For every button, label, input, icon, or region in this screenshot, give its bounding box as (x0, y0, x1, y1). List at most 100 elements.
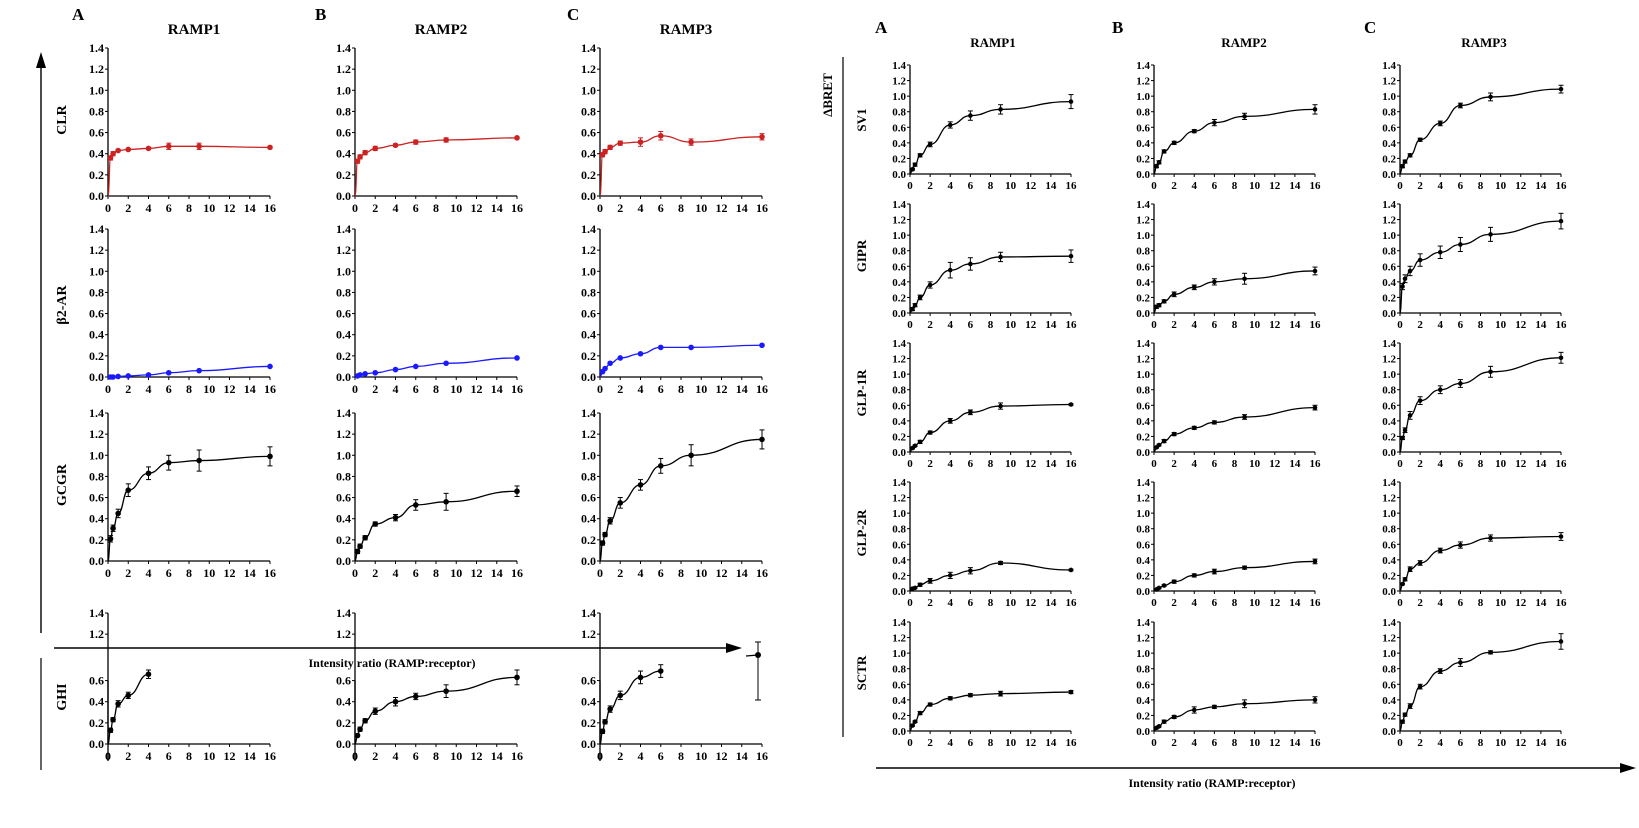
y-tick-label: 1.2 (1382, 633, 1396, 645)
y-tick-label: 0.0 (336, 370, 351, 384)
y-tick-label: 0.8 (1136, 664, 1150, 676)
y-tick-label: 1.2 (336, 62, 351, 76)
data-point (947, 696, 953, 701)
x-tick-label: 10 (695, 201, 707, 215)
x-tick-label: 14 (1289, 180, 1301, 192)
x-tick-label: 2 (1171, 319, 1177, 331)
x-tick-label: 2 (125, 566, 131, 580)
x-tick-label: 2 (617, 201, 623, 215)
y-tick-label: 0.8 (1382, 246, 1396, 258)
y-tick-label: 1.2 (892, 76, 906, 88)
data-point (1068, 689, 1074, 695)
data-point (927, 702, 933, 707)
x-tick-label: 6 (166, 566, 172, 580)
y-tick-label: 1.2 (581, 243, 596, 257)
y-tick-label: 0.4 (336, 695, 351, 709)
x-tick-label: 4 (1192, 319, 1198, 331)
y-tick-label: 0.6 (336, 491, 351, 505)
x-tick-label: 6 (658, 749, 664, 763)
y-tick-label: 1.2 (892, 493, 906, 505)
data-point (1402, 427, 1408, 433)
y-tick-label: 1.2 (581, 427, 596, 441)
y-tick-label: 1.2 (89, 627, 104, 641)
x-tick-label: 4 (1438, 180, 1444, 192)
data-point (107, 155, 114, 161)
x-tick-label: 16 (1066, 737, 1078, 749)
data-point (607, 144, 613, 151)
data-point (917, 295, 923, 300)
x-tick-label: 12 (1025, 458, 1037, 470)
data-point (599, 728, 606, 735)
y-tick-label: 0.4 (581, 328, 596, 342)
data-point (145, 671, 152, 678)
x-tick-label: 10 (1495, 737, 1507, 749)
data-point (968, 692, 973, 698)
y-tick-label: 1.2 (1136, 493, 1150, 505)
x-tick-label: 2 (372, 382, 378, 396)
y-tick-label: 0.2 (1136, 431, 1150, 443)
x-tick-label: 14 (1535, 180, 1547, 192)
data-point (602, 531, 608, 538)
x-tick-label: 12 (716, 201, 728, 215)
y-tick-label: 0.2 (581, 533, 596, 547)
data-point (1417, 560, 1423, 566)
y-tick-label: 0.4 (1136, 695, 1150, 707)
x-tick-label: 6 (1212, 180, 1218, 192)
x-tick-label: 12 (471, 566, 483, 580)
y-tick-label: 0.6 (1382, 400, 1396, 412)
y-tick-label: 0.4 (892, 416, 906, 428)
data-point (968, 113, 973, 118)
data-point (602, 365, 608, 372)
x-tick-label: 6 (658, 201, 664, 215)
y-tick-label: 0.6 (1382, 261, 1396, 273)
x-tick-label: 8 (1478, 180, 1484, 192)
x-tick-label: 0 (1151, 180, 1157, 192)
data-point (1161, 583, 1167, 588)
data-point (357, 543, 363, 549)
fit-curve-ghi (354, 676, 518, 745)
y-tick-label: 0.4 (892, 695, 906, 707)
x-tick-label: 16 (756, 201, 768, 215)
data-point (1312, 559, 1318, 564)
y-tick-label: 0.6 (892, 122, 906, 134)
fit-curve-sv1 (1399, 88, 1562, 175)
panel-letter-b: B (315, 5, 326, 24)
y-tick-label: 0.6 (581, 126, 596, 140)
data-point (443, 688, 449, 694)
y-tick-label: 0.4 (581, 695, 596, 709)
x-tick-label: 2 (927, 458, 933, 470)
x-tick-label: 16 (1556, 458, 1568, 470)
y-tick-label: 1.4 (89, 406, 104, 420)
data-point (115, 147, 121, 154)
y-tick-label: 0.4 (89, 512, 104, 526)
data-point (392, 514, 399, 521)
x-tick-label: 12 (716, 566, 728, 580)
y-tick-label: 1.4 (1382, 617, 1396, 629)
data-point (1171, 292, 1177, 297)
y-tick-label: 1.0 (89, 264, 104, 278)
fit-curve-glp-2r (1153, 560, 1316, 592)
x-tick-label: 10 (1005, 458, 1017, 470)
y-tick-label: 1.2 (1382, 354, 1396, 366)
data-point (1242, 414, 1247, 420)
x-tick-label: 14 (491, 566, 503, 580)
y-tick-label: 0.2 (1136, 292, 1150, 304)
x-tick-label: 10 (1249, 458, 1261, 470)
x-tick-label: 4 (393, 749, 399, 763)
x-tick-label: 12 (1269, 458, 1281, 470)
y-tick-label: 0.2 (89, 533, 104, 547)
y-tick-label: 1.2 (89, 427, 104, 441)
data-point (602, 148, 608, 155)
data-point (1558, 86, 1564, 92)
data-point (412, 139, 419, 145)
y-tick-label: 1.0 (892, 91, 906, 103)
data-point (443, 499, 449, 505)
x-tick-label: 6 (166, 749, 172, 763)
x-tick-label: 12 (1269, 597, 1281, 609)
y-tick-label: 0.4 (1136, 555, 1150, 567)
data-point (1400, 284, 1405, 289)
x-tick-label: 0 (597, 201, 603, 215)
panel-letter-b-2: B (1112, 18, 1123, 37)
data-point (1242, 701, 1247, 707)
